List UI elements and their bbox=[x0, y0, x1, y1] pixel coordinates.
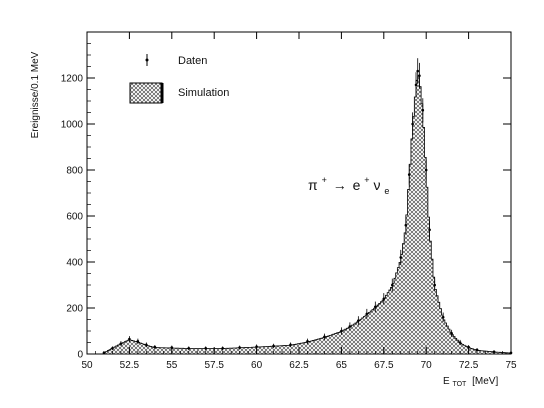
annot-nu-sub: e bbox=[384, 186, 389, 196]
x-tick-label: 70 bbox=[421, 360, 433, 371]
data-point bbox=[424, 168, 428, 172]
data-points-layer bbox=[102, 58, 513, 355]
data-point bbox=[238, 346, 241, 349]
data-point bbox=[416, 69, 420, 73]
data-point bbox=[414, 83, 418, 87]
data-point bbox=[441, 315, 445, 319]
legend: Daten Simulation bbox=[129, 54, 229, 104]
data-point bbox=[272, 344, 275, 348]
y-tick-label: 400 bbox=[66, 258, 83, 269]
data-point bbox=[428, 228, 431, 232]
x-tick-label: 72.5 bbox=[459, 360, 479, 371]
data-point bbox=[421, 108, 425, 112]
legend-data-label: Daten bbox=[178, 55, 207, 67]
y-axis-label: Ereignisse/0.1 MeV bbox=[30, 51, 41, 138]
x-axis-label-unit: [MeV] bbox=[472, 376, 498, 387]
data-point bbox=[323, 335, 326, 339]
y-tick-label: 1000 bbox=[61, 120, 84, 131]
x-tick-label: 55 bbox=[166, 360, 178, 371]
y-tick-label: 0 bbox=[77, 350, 83, 361]
data-point bbox=[306, 340, 309, 343]
annot-arrow: → bbox=[333, 177, 347, 193]
data-point bbox=[289, 343, 292, 347]
annot-pi-sup: + bbox=[322, 175, 327, 185]
data-point bbox=[411, 122, 414, 126]
x-axis-label: E TOT [MeV] bbox=[443, 376, 498, 389]
data-point bbox=[450, 332, 453, 335]
x-tick-label: 75 bbox=[505, 360, 517, 371]
data-point bbox=[111, 346, 114, 350]
data-point bbox=[399, 256, 403, 259]
data-point bbox=[382, 297, 386, 301]
data-point bbox=[153, 345, 157, 349]
x-axis-label-main: E bbox=[443, 376, 450, 387]
data-point bbox=[407, 173, 411, 176]
simulation-histogram bbox=[103, 75, 512, 355]
data-point bbox=[255, 345, 258, 348]
y-tick-label: 800 bbox=[66, 166, 83, 177]
legend-sim-swatch bbox=[129, 82, 163, 104]
ticks-layer: 50 52.5 55 57.5 60 62.5 65 67.5 70 72.5 75 0 200 400 6… bbox=[61, 31, 517, 371]
simulation-layer bbox=[103, 75, 512, 355]
data-point bbox=[475, 348, 479, 352]
data-point bbox=[348, 325, 352, 328]
data-point bbox=[458, 341, 462, 344]
legend-data-marker bbox=[145, 58, 149, 62]
data-point bbox=[145, 343, 148, 347]
annot-e-sup: + bbox=[364, 175, 369, 185]
y-tick-label: 600 bbox=[66, 212, 83, 223]
x-tick-label: 65 bbox=[336, 360, 348, 371]
y-tick-label: 1200 bbox=[61, 74, 84, 85]
annot-e: e bbox=[353, 177, 361, 193]
data-point bbox=[433, 283, 436, 287]
data-point bbox=[204, 346, 208, 350]
data-point bbox=[374, 305, 377, 309]
x-axis-label-sub: TOT bbox=[452, 381, 467, 388]
data-point bbox=[365, 312, 369, 316]
x-tick-label: 60 bbox=[251, 360, 263, 371]
data-point bbox=[340, 329, 343, 333]
y-tick-label: 200 bbox=[66, 304, 83, 315]
annot-nu: ν bbox=[373, 177, 380, 193]
legend-sim-label: Simulation bbox=[178, 87, 229, 99]
data-point bbox=[404, 223, 408, 227]
data-point bbox=[418, 74, 421, 77]
data-point bbox=[187, 346, 191, 350]
data-point bbox=[119, 342, 123, 345]
x-tick-label: 67.5 bbox=[374, 360, 394, 371]
data-point bbox=[390, 283, 394, 287]
data-point bbox=[128, 337, 131, 341]
data-point bbox=[136, 340, 140, 343]
x-tick-label: 57.5 bbox=[204, 360, 224, 371]
data-point bbox=[357, 319, 360, 322]
decay-annotation: π + → e + ν e bbox=[308, 170, 389, 196]
annot-pi: π bbox=[308, 177, 318, 193]
data-point bbox=[221, 346, 224, 350]
x-tick-label: 62.5 bbox=[289, 360, 309, 371]
x-tick-label: 50 bbox=[81, 360, 93, 371]
x-tick-label: 52.5 bbox=[120, 360, 140, 371]
plot-frame bbox=[86, 31, 512, 355]
